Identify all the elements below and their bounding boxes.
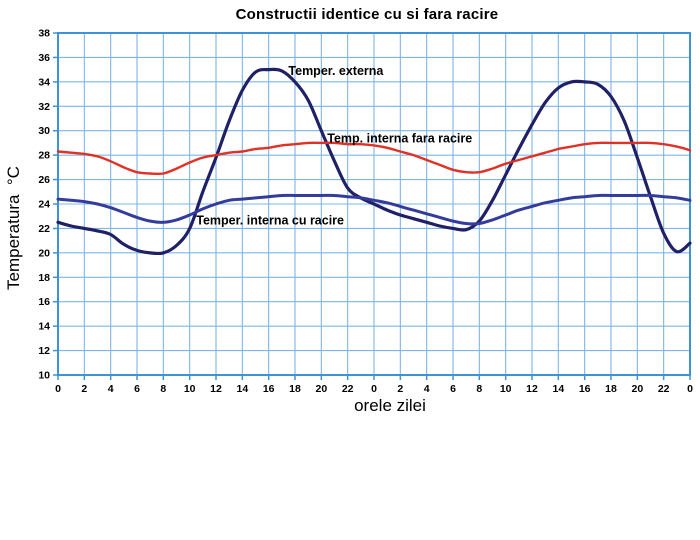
x-tick-label: 10 [500,383,512,395]
x-tick-label: 2 [397,383,403,395]
y-tick-label: 32 [38,101,50,113]
y-tick-label: 28 [38,150,50,162]
x-tick-label: 12 [526,383,538,395]
y-tick-labels: 38 36 34 32 30 28 26 24 22 20 18 16 14 12 10 [38,28,50,382]
y-tick-label: 30 [38,125,50,137]
y-tick-label: 38 [38,28,50,40]
x-tick-label: 22 [658,383,670,395]
y-tick-label: 36 [38,52,50,64]
curve-label: Temp. interna fara racire [327,131,472,145]
x-tick-label: 8 [160,383,166,395]
x-tick-label: 18 [605,383,617,395]
curve-labels: Temper. externa Temp. interna fara racire… [196,64,472,227]
x-tick-label: 4 [108,383,114,395]
x-tick-label: 14 [552,383,564,395]
x-tick-label: 20 [315,383,327,395]
y-tick-label: 16 [38,296,50,308]
y-tick-label: 24 [38,199,50,211]
y-tick-label: 26 [38,174,50,186]
x-tick-label: 16 [579,383,591,395]
x-tick-label: 2 [81,383,87,395]
y-tick-label: 20 [38,247,50,259]
y-axis-label: Temperatura °C [4,166,23,290]
x-tick-label: 0 [687,383,693,395]
x-tick-labels: 0 2 4 6 8 10 12 14 16 18 20 22 0 2 4 6 8 10 12 14 16 18 20 22 0 [55,383,693,395]
x-axis-label: orele zilei [354,396,426,415]
x-tick-label: 12 [210,383,222,395]
x-tick-label: 14 [236,383,248,395]
y-tick-label: 12 [38,345,50,357]
series-temp-interna-fara-racire [56,141,692,176]
x-tick-label: 18 [289,383,301,395]
x-tick-label: 10 [184,383,196,395]
x-tick-label: 16 [263,383,275,395]
y-tick-label: 18 [38,272,50,284]
axis-ticks [53,32,691,380]
x-tick-label: 4 [424,383,430,395]
x-tick-label: 20 [631,383,643,395]
y-tick-label: 34 [38,76,50,88]
y-tick-label: 22 [38,223,50,235]
temperature-line-chart: 0 2 4 6 8 10 12 14 16 18 20 22 0 2 4 6 8 10 12 14 16 18 20 22 03… [38,28,693,396]
curve-label: Temper. interna cu racire [196,213,344,227]
x-tick-label: 0 [55,383,61,395]
series-temper-externa [56,67,692,256]
series-temper-interna-cu-racire [56,193,692,226]
curve-label: Temper. externa [288,64,384,78]
x-tick-label: 0 [371,383,377,395]
x-tick-label: 8 [476,383,482,395]
x-tick-label: 22 [342,383,354,395]
chart-title: Constructii identice cu si fara racire [235,6,499,23]
y-tick-label: 14 [38,321,50,333]
y-tick-label: 10 [38,370,50,382]
x-tick-label: 6 [450,383,456,395]
x-tick-label: 6 [134,383,140,395]
